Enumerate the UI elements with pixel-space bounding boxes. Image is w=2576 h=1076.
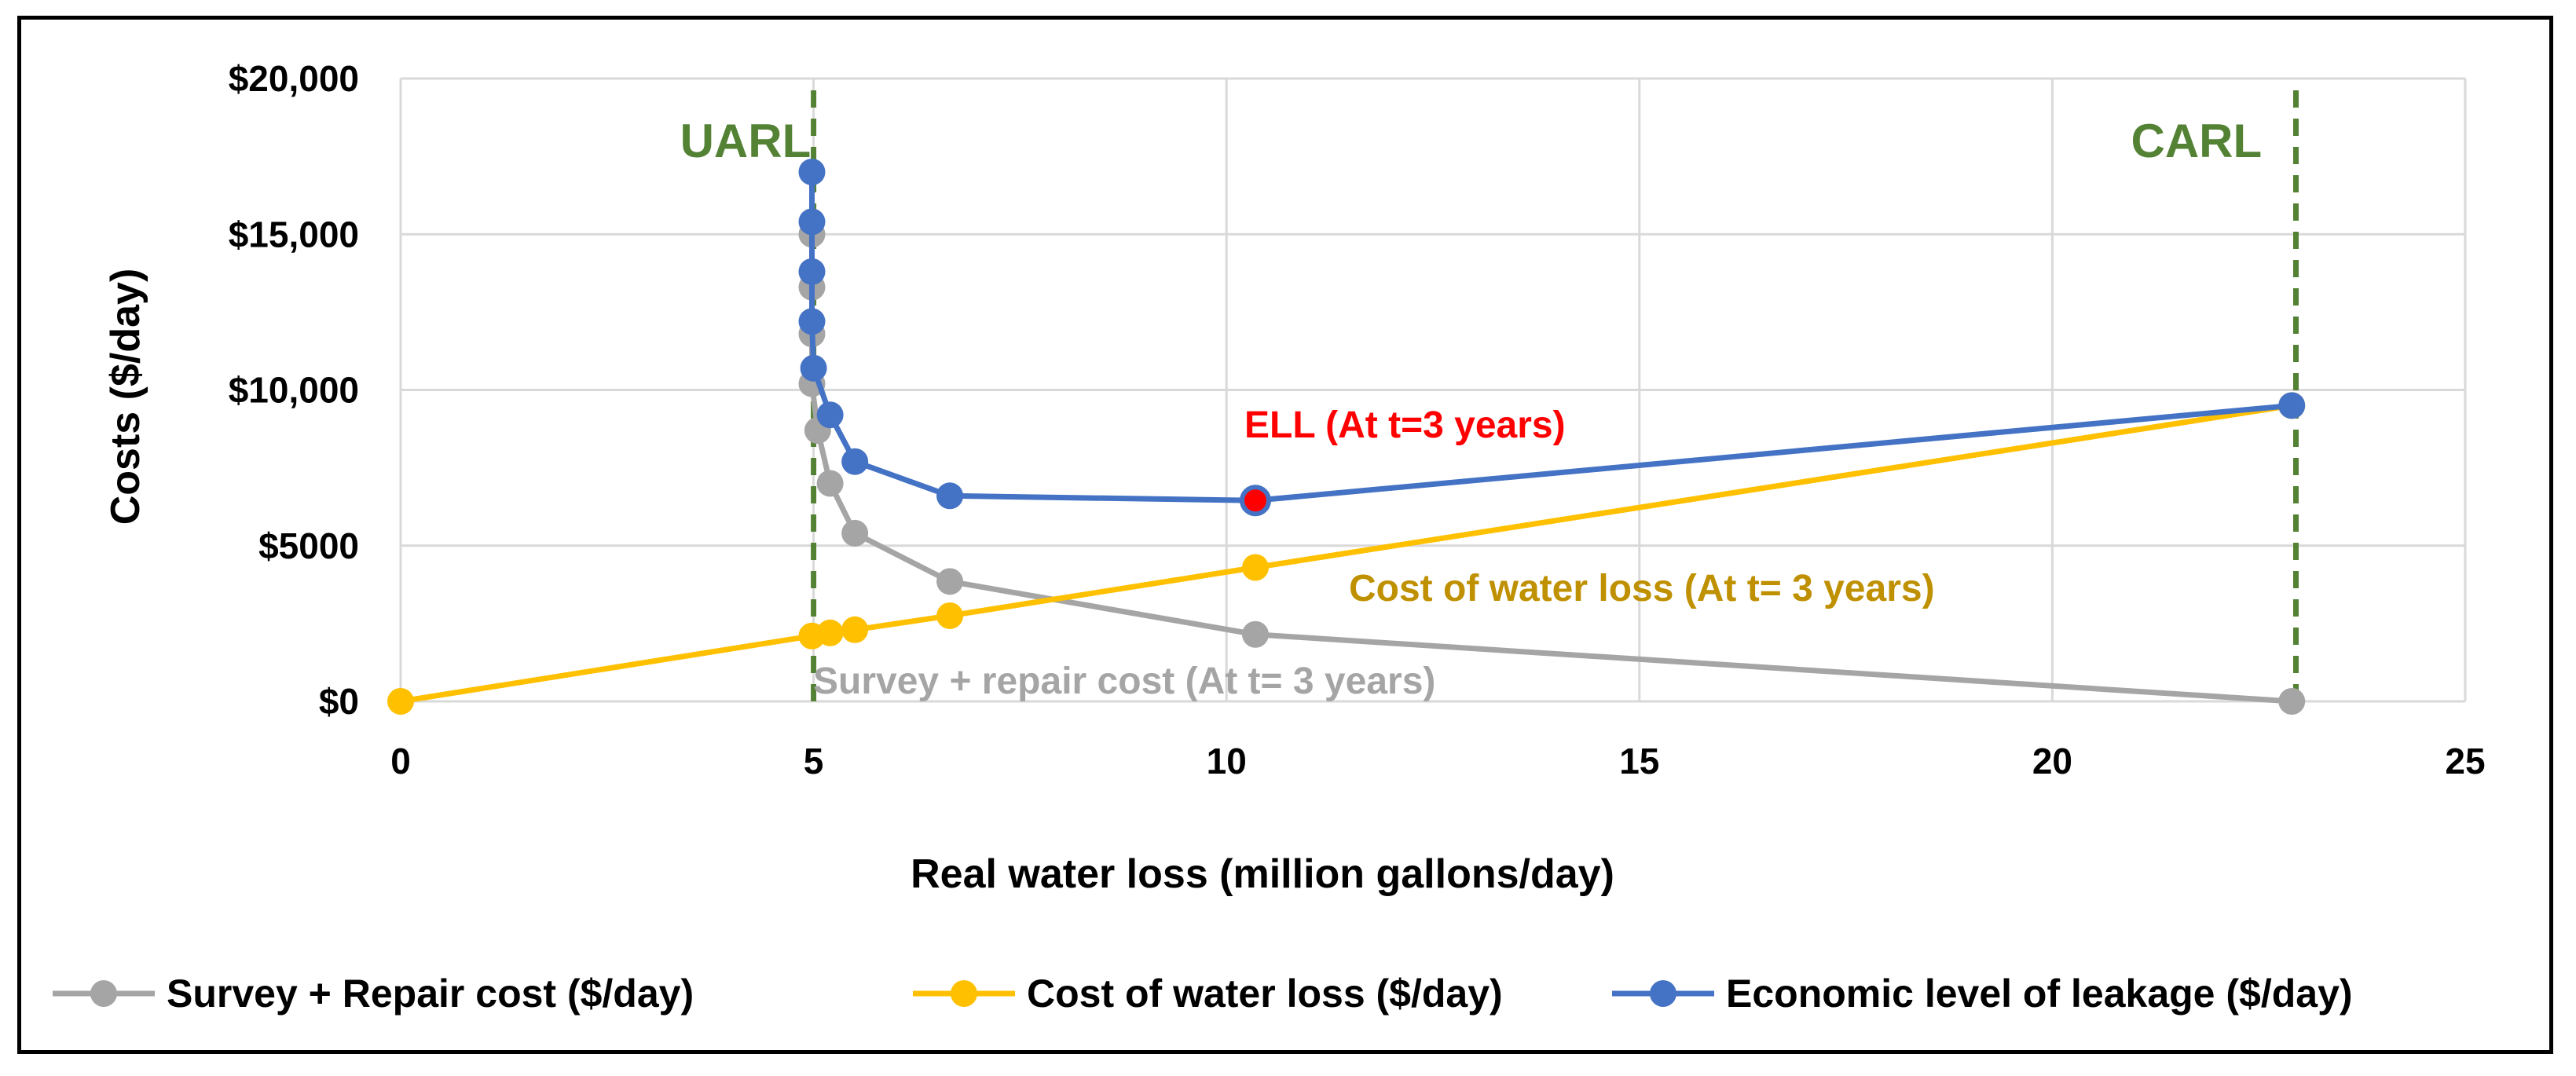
data-point	[936, 568, 964, 595]
data-point	[798, 208, 826, 236]
data-point	[798, 308, 826, 335]
data-point	[2278, 392, 2306, 419]
legend: Survey + Repair cost ($/day) Cost of wate…	[53, 972, 2353, 1016]
data-point	[841, 616, 869, 643]
y-tick-label: $5000	[258, 525, 359, 566]
data-point	[800, 354, 827, 382]
y-tick-label: $15,000	[229, 214, 359, 254]
annotations: ELL (At t=3 years) Cost of water loss (At…	[813, 404, 1935, 702]
legend-label: Cost of water loss ($/day)	[1027, 972, 1503, 1016]
data-point	[936, 602, 964, 629]
series-3	[798, 158, 2306, 517]
data-point	[1239, 485, 1271, 517]
x-tick-label: 10	[1207, 741, 1247, 781]
annotation-3: Survey + repair cost (At t= 3 years)	[813, 661, 1435, 702]
data-point	[816, 619, 844, 646]
x-tick-label: 25	[2445, 741, 2485, 781]
series-group	[387, 158, 2306, 715]
x-tick-label: 20	[2032, 741, 2072, 781]
data-point	[387, 688, 414, 715]
reference-label-uarl: UARL	[680, 115, 812, 167]
legend-label: Survey + Repair cost ($/day)	[167, 972, 694, 1016]
x-tick-label: 5	[804, 741, 824, 781]
y-tick-label: $0	[319, 681, 359, 722]
data-point	[841, 519, 869, 547]
legend-item: Economic level of leakage ($/day)	[1612, 972, 2353, 1016]
annotation-1: ELL (At t=3 years)	[1244, 404, 1566, 446]
series-line	[400, 402, 2292, 705]
reference-label-carl: CARL	[2131, 115, 2263, 167]
data-point	[816, 401, 844, 429]
legend-item: Cost of water loss ($/day)	[913, 972, 1503, 1016]
legend-marker	[90, 980, 117, 1007]
y-tick-label: $10,000	[229, 370, 359, 411]
legend-marker	[951, 980, 977, 1007]
chart-frame: $0 $5000 $10,000 $15,000 $20,000 0 5 10 15 20 25 U…	[17, 16, 2553, 1054]
data-point	[1241, 554, 1269, 581]
legend-marker	[1650, 980, 1676, 1007]
data-point	[936, 482, 964, 510]
line-chart: $0 $5000 $10,000 $15,000 $20,000 0 5 10 15 20 25 U…	[53, 58, 2486, 1016]
y-axis-title: Costs ($/day)	[103, 269, 148, 525]
legend-item: Survey + Repair cost ($/day)	[53, 972, 694, 1016]
data-point	[841, 448, 869, 475]
tick-labels: $0 $5000 $10,000 $15,000 $20,000 0 5 10 15 20 25	[229, 58, 2486, 781]
x-tick-label: 15	[1619, 741, 1659, 781]
x-tick-label: 0	[390, 741, 411, 781]
data-point	[2278, 688, 2306, 715]
x-axis-title: Real water loss (million gallons/day)	[911, 851, 1614, 897]
series-1	[798, 221, 2306, 715]
data-point	[816, 470, 844, 497]
series-line	[808, 234, 2292, 705]
data-point	[1241, 620, 1269, 648]
series-line	[808, 171, 2292, 503]
data-point	[798, 258, 826, 285]
legend-label: Economic level of leakage ($/day)	[1726, 972, 2353, 1016]
reference-lines: UARL CARL	[680, 90, 2299, 707]
y-tick-label: $20,000	[229, 58, 359, 99]
annotation-2: Cost of water loss (At t= 3 years)	[1349, 568, 1935, 609]
grid	[399, 77, 2467, 703]
data-point	[798, 158, 826, 185]
